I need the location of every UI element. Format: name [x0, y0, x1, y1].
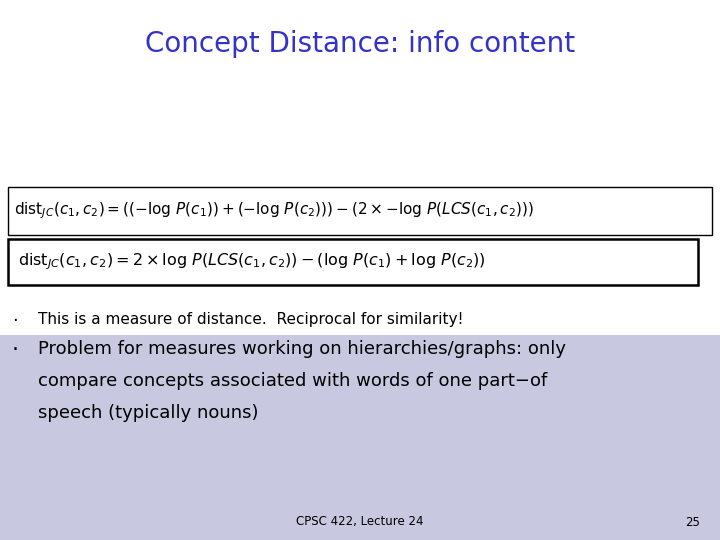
- FancyBboxPatch shape: [0, 335, 720, 540]
- Text: CPSC 422, Lecture 24: CPSC 422, Lecture 24: [296, 516, 424, 529]
- Text: Problem for measures working on hierarchies/graphs: only: Problem for measures working on hierarch…: [38, 340, 566, 358]
- Text: compare concepts associated with words of one part−of: compare concepts associated with words o…: [38, 372, 547, 390]
- Text: $\mathrm{dist}_{JC}(c_1,c_2) = 2\times\log\,P(LCS(c_1,c_2))-(\log\,P(c_1)+\log\,: $\mathrm{dist}_{JC}(c_1,c_2) = 2\times\l…: [18, 252, 486, 272]
- FancyBboxPatch shape: [8, 239, 698, 285]
- Text: 25: 25: [685, 516, 700, 529]
- Text: $\mathrm{dist}_{JC}(c_1,c_2) = ((-\log\,P(c_1))+(-\log\,P(c_2)))-(2\times{-}\log: $\mathrm{dist}_{JC}(c_1,c_2) = ((-\log\,…: [14, 201, 534, 221]
- Text: This is a measure of distance.  Reciprocal for similarity!: This is a measure of distance. Reciproca…: [38, 312, 464, 327]
- FancyBboxPatch shape: [8, 187, 712, 235]
- Text: Concept Distance: info content: Concept Distance: info content: [145, 30, 575, 58]
- Text: speech (typically nouns): speech (typically nouns): [38, 404, 258, 422]
- Text: ·: ·: [12, 312, 18, 330]
- Text: ·: ·: [12, 340, 19, 360]
